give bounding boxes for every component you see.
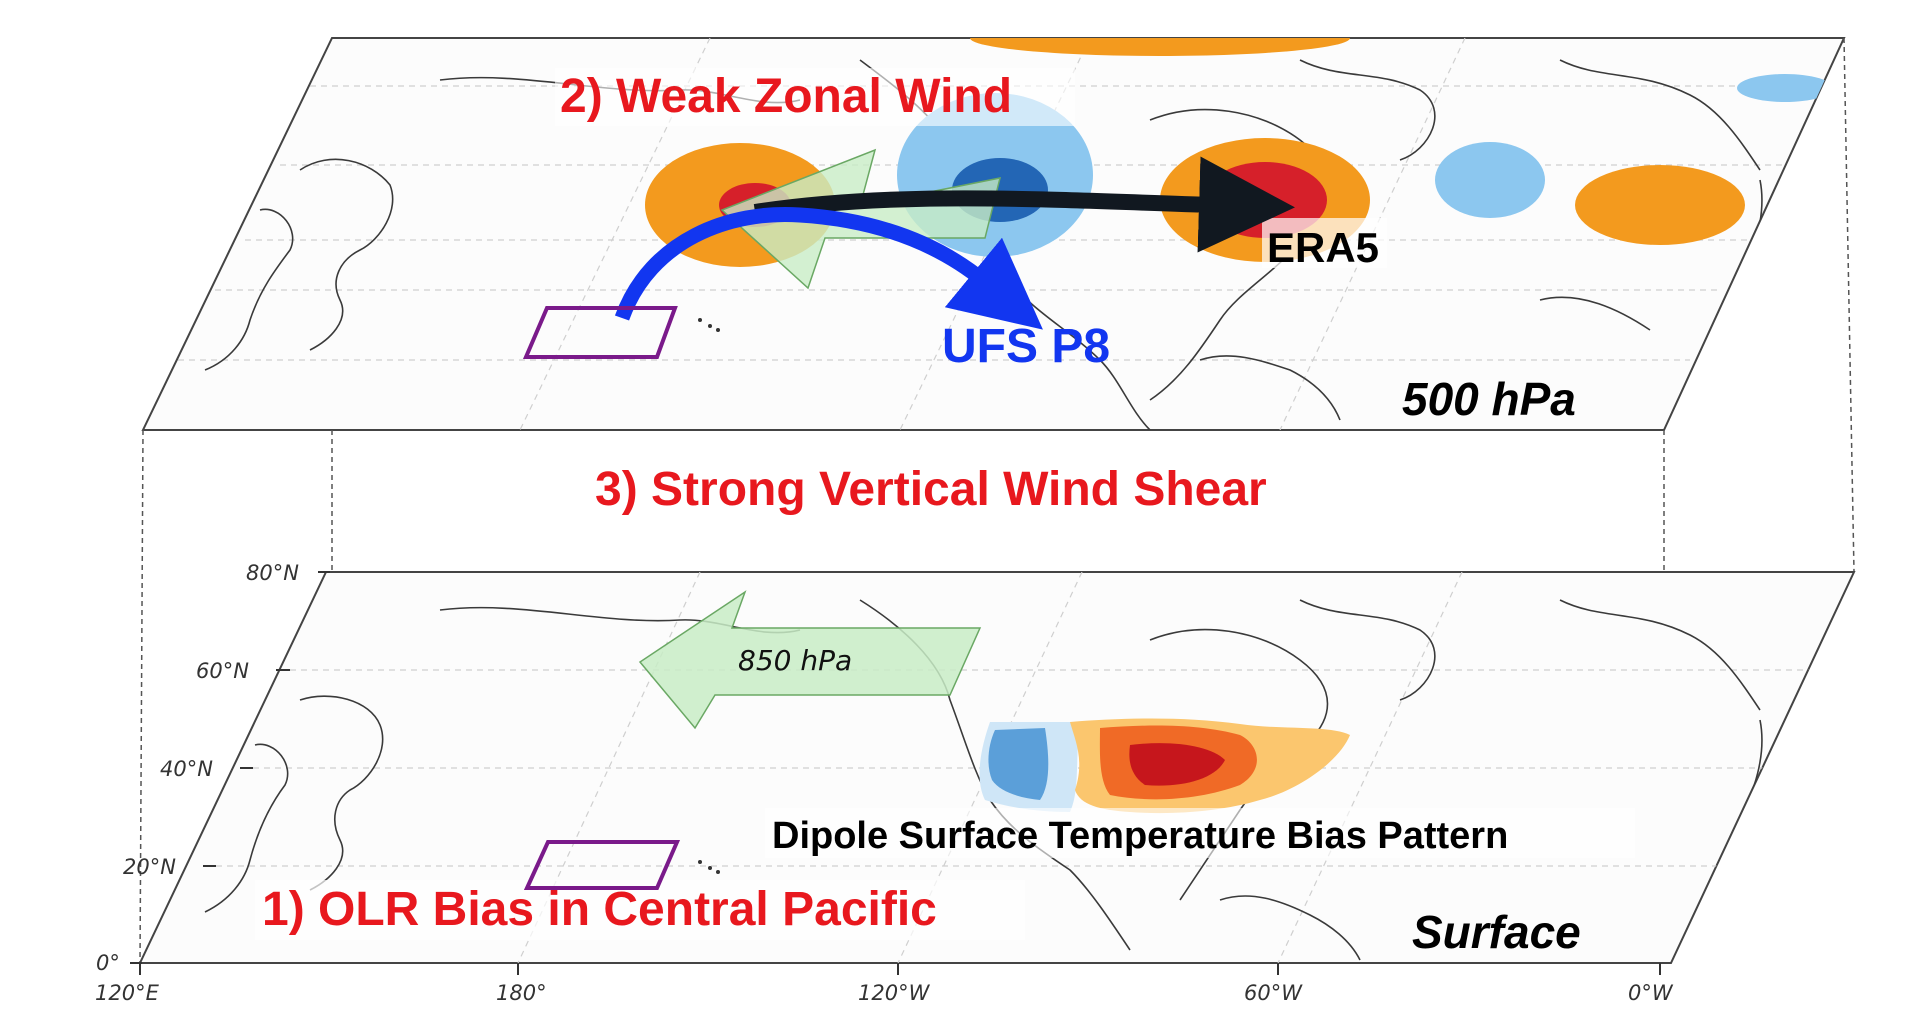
anomaly-warm-europe — [1575, 165, 1745, 245]
dipole-bias-pattern — [979, 718, 1350, 814]
olr-box-surface — [523, 840, 681, 890]
lat-axis: 80°N 60°N 40°N 20°N 0° — [96, 561, 330, 975]
weak-zonal-wind-label: 2) Weak Zonal Wind — [560, 70, 1012, 123]
lon-tick-180: 180° — [496, 981, 547, 1005]
ufs-label: UFS P8 — [942, 320, 1110, 373]
olr-box-top — [522, 306, 678, 359]
dipole-warm-core — [1129, 743, 1225, 786]
wind-arrow-850hpa — [638, 590, 982, 730]
dipole-cool-inner — [988, 728, 1049, 800]
weak-wind-label-bg — [555, 68, 1075, 126]
anomaly-cool-atlantic — [1435, 142, 1545, 218]
layer-connectors — [139, 37, 1855, 964]
dipole-label-bg — [765, 808, 1635, 858]
layer-500hpa-label: 500 hPa — [1402, 373, 1576, 425]
vertical-shear-label: 3) Strong Vertical Wind Shear — [595, 463, 1267, 516]
dipole-label: Dipole Surface Temperature Bias Pattern — [772, 815, 1508, 857]
lon-axis: 120°E 180° 120°W 60°W 0°W — [95, 963, 1674, 1005]
lat-tick-40: 40°N — [160, 757, 213, 781]
lat-tick-80: 80°N — [246, 561, 299, 585]
anomaly-top-edge — [970, 38, 1350, 56]
lon-tick-120w: 120°W — [858, 981, 931, 1005]
era5-label: ERA5 — [1267, 224, 1379, 271]
layer-surface-label: Surface — [1412, 906, 1581, 958]
lon-tick-0w: 0°W — [1628, 981, 1674, 1005]
grid-surface — [216, 572, 1810, 963]
lon-tick-120e: 120°E — [95, 981, 160, 1005]
lat-tick-20: 20°N — [123, 855, 176, 879]
lat-tick-60: 60°N — [196, 659, 249, 683]
era5-flow-arrow — [753, 156, 1295, 253]
ufs-flow-arrow — [614, 206, 1043, 330]
panel-500hpa: 2) Weak Zonal Wind ERA5 UFS P8 500 hPa — [141, 37, 1846, 431]
lat-tick-0: 0° — [96, 951, 120, 975]
lon-tick-60w: 60°W — [1244, 981, 1303, 1005]
anomaly-cool-far-ne — [1737, 74, 1833, 102]
panel-surface: 850 hPa Dipole Surface Temperature Bias … — [138, 571, 1856, 964]
olr-bias-label: 1) OLR Bias in Central Pacific — [262, 883, 937, 936]
wind-850hpa-label: 850 hPa — [738, 644, 852, 677]
